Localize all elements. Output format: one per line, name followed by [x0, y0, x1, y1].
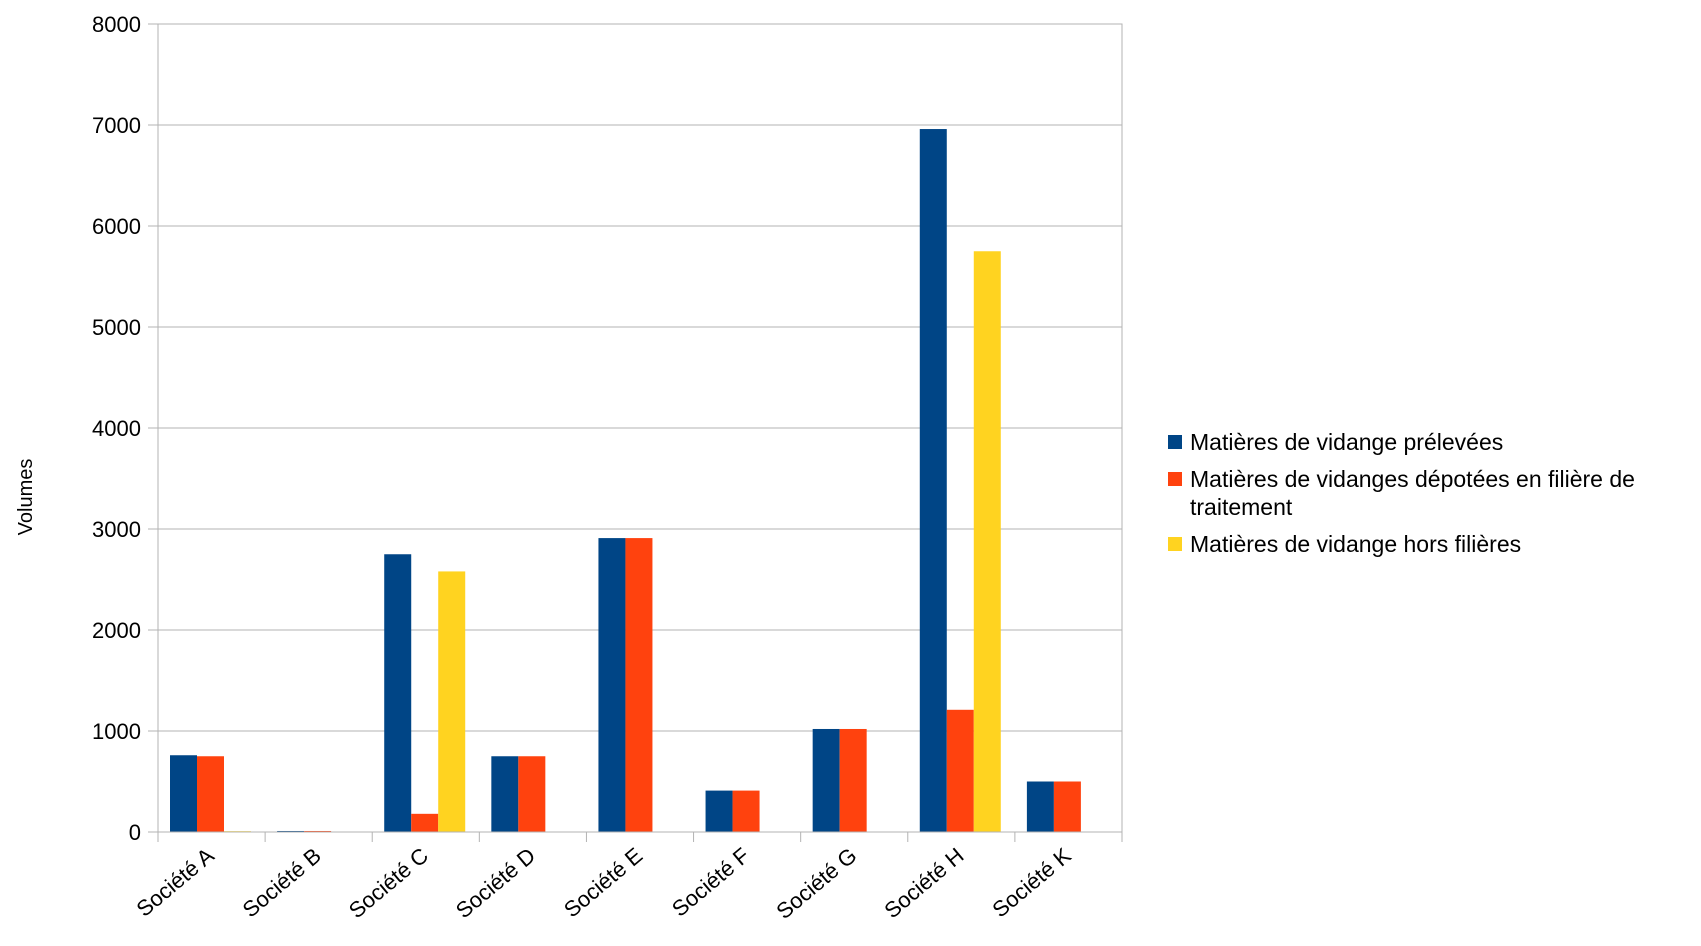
- bar: [732, 790, 760, 832]
- x-tick-label: Société H: [879, 843, 968, 923]
- bar: [170, 755, 197, 832]
- legend-label: Matières de vidanges dépotées en filière…: [1190, 466, 1635, 520]
- y-tick-label: 6000: [92, 214, 141, 239]
- bar: [946, 709, 974, 832]
- legend-label: Matières de vidange hors filières: [1190, 531, 1522, 557]
- bar: [812, 728, 840, 832]
- bar: [438, 571, 466, 832]
- bar: [919, 129, 947, 833]
- x-tick-label: Société C: [344, 843, 433, 924]
- y-axis-title: Volumes: [15, 459, 37, 536]
- y-tick-label: 8000: [92, 12, 141, 37]
- legend-item: Matières de vidange prélevées: [1168, 428, 1701, 456]
- legend-swatch: [1168, 435, 1182, 449]
- x-tick-label: Société D: [451, 843, 540, 923]
- y-tick-label: 2000: [92, 618, 141, 643]
- x-tick-label: Société A: [131, 842, 219, 921]
- legend-label: Matières de vidange prélevées: [1190, 429, 1504, 455]
- axes: [148, 23, 1123, 842]
- y-tick-label: 5000: [92, 315, 141, 340]
- bar: [518, 756, 546, 832]
- y-tick-label: 4000: [92, 416, 141, 441]
- x-tick-label: Société K: [987, 842, 1075, 922]
- bar: [598, 538, 626, 832]
- bar: [384, 554, 412, 832]
- bar: [705, 790, 733, 832]
- x-tick-label: Société G: [771, 843, 861, 924]
- bar: [1026, 781, 1054, 832]
- x-tick-label: Société E: [559, 843, 647, 923]
- legend-swatch: [1168, 537, 1182, 551]
- y-tick-label: 0: [129, 820, 141, 845]
- bar: [277, 830, 305, 832]
- plot-frame: [157, 23, 1123, 833]
- bar: [1053, 781, 1081, 832]
- legend-swatch: [1168, 472, 1182, 486]
- legend-item: Matières de vidanges dépotées en filière…: [1168, 465, 1701, 521]
- bars: [170, 129, 1081, 833]
- x-tick-label: Société B: [238, 843, 326, 923]
- bar: [973, 251, 1001, 832]
- bar: [197, 756, 224, 832]
- y-tick-label: 3000: [92, 517, 141, 542]
- y-tick-label: 7000: [92, 113, 141, 138]
- bar: [411, 813, 439, 832]
- x-tick-label: Société F: [667, 843, 754, 922]
- bar: [491, 756, 519, 832]
- bar: [304, 830, 332, 832]
- y-tick-label: 1000: [92, 719, 141, 744]
- legend-item: Matières de vidange hors filières: [1168, 530, 1701, 558]
- bar: [625, 538, 653, 832]
- chart-legend: Matières de vidange prélevées Matières de…: [1168, 428, 1701, 567]
- bar: [839, 728, 867, 832]
